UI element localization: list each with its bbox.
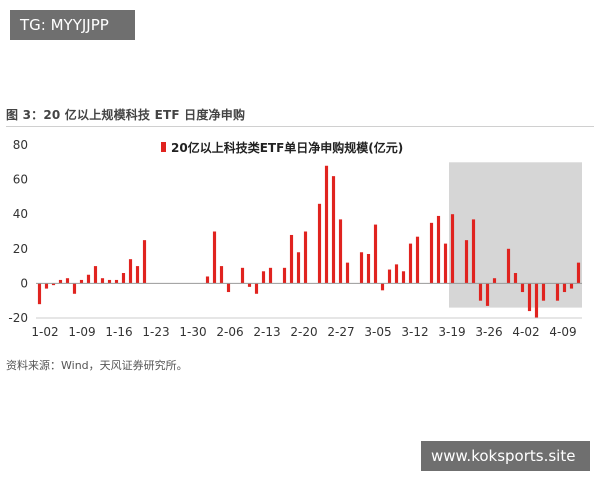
shaded-region-layer [449, 162, 582, 308]
bar [569, 283, 574, 289]
bar [282, 267, 287, 284]
bars-layer [37, 165, 581, 318]
bar [114, 279, 119, 284]
bar [268, 267, 273, 284]
legend-swatch [161, 142, 166, 152]
bar [415, 236, 420, 284]
bar [555, 283, 560, 301]
watermark-top: TG: MYYJJPP [10, 10, 135, 40]
bar [387, 269, 392, 284]
bar [58, 279, 63, 284]
bar [79, 279, 84, 284]
bar [401, 271, 406, 284]
bar [541, 283, 546, 301]
bar [436, 215, 441, 284]
bar [429, 222, 434, 284]
bar [65, 278, 70, 284]
bar [506, 248, 511, 284]
bar [289, 234, 294, 284]
bar [324, 165, 329, 284]
shaded-region [449, 162, 582, 308]
legend: 20亿以上科技类ETF单日净申购规模(亿元) [161, 140, 403, 155]
bar [303, 231, 308, 284]
bar [51, 283, 56, 286]
y-tick-label: 40 [13, 207, 28, 221]
bar [485, 283, 490, 306]
bar [128, 259, 133, 284]
bar [107, 279, 112, 284]
x-tick-label: 1-02 [31, 325, 58, 339]
figure-title: 图 3：20 亿以上规模科技 ETF 日度净申购 [6, 108, 246, 122]
bar [443, 243, 448, 284]
x-tick-label: 2-13 [253, 325, 280, 339]
bar [219, 266, 224, 284]
bar [317, 203, 322, 284]
bar [359, 252, 364, 284]
bar [394, 264, 399, 284]
x-tick-label: 3-12 [401, 325, 428, 339]
bar [205, 276, 210, 284]
x-tick-label: 3-26 [475, 325, 502, 339]
bar [121, 273, 126, 284]
bar [450, 214, 455, 284]
bar [471, 219, 476, 284]
x-tick-label: 1-09 [68, 325, 95, 339]
bar [37, 283, 42, 305]
x-tick-label: 3-05 [364, 325, 391, 339]
x-tick-label: 4-02 [512, 325, 539, 339]
bar [331, 176, 336, 284]
bar [380, 283, 385, 291]
bar [100, 278, 105, 284]
x-tick-label: 1-23 [142, 325, 169, 339]
title-divider [6, 126, 594, 127]
bar [72, 283, 77, 294]
bar [86, 274, 91, 284]
y-tick-label: 20 [13, 242, 28, 256]
bar [240, 267, 245, 284]
bar [254, 283, 259, 294]
x-tick-label: 2-27 [327, 325, 354, 339]
bar [366, 253, 371, 284]
bar [408, 243, 413, 284]
bar [464, 240, 469, 284]
bar [142, 240, 147, 284]
bar [261, 271, 266, 284]
y-tick-label: 0 [20, 276, 28, 290]
bar [520, 283, 525, 293]
y-tick-label: -20 [8, 311, 28, 325]
bar [135, 266, 140, 284]
y-tick-label: 60 [13, 173, 28, 187]
bar [226, 283, 231, 293]
x-tick-label: 3-19 [438, 325, 465, 339]
bar [527, 283, 532, 312]
bar [345, 262, 350, 284]
x-tick-label: 1-16 [105, 325, 132, 339]
bar [338, 219, 343, 284]
bar [44, 283, 49, 289]
x-tick-label: 4-09 [549, 325, 576, 339]
bar [562, 283, 567, 293]
bar [478, 283, 483, 301]
bar [247, 283, 252, 287]
legend-label: 20亿以上科技类ETF单日净申购规模(亿元) [171, 140, 403, 155]
bar [296, 252, 301, 284]
x-tick-label: 2-20 [290, 325, 317, 339]
x-tick-label: 2-06 [216, 325, 243, 339]
bar [513, 273, 518, 284]
bar-chart: -20 0 20 40 60 80 1-02 1-09 1-16 1-23 1-30 2-06 2-13… [8, 138, 582, 339]
bar [492, 278, 497, 284]
axis-layer: -20 0 20 40 60 80 1-02 1-09 1-16 1-23 1-30 2-06 2-13… [8, 138, 582, 339]
figure-source: 资料来源：Wind，天风证券研究所。 [6, 359, 188, 372]
bar [534, 283, 539, 318]
bar [212, 231, 217, 284]
bar [93, 266, 98, 284]
bar [576, 262, 581, 284]
y-tick-label: 80 [13, 138, 28, 152]
watermark-bottom: www.koksports.site [421, 441, 590, 471]
bar [373, 224, 378, 284]
x-tick-label: 1-30 [179, 325, 206, 339]
